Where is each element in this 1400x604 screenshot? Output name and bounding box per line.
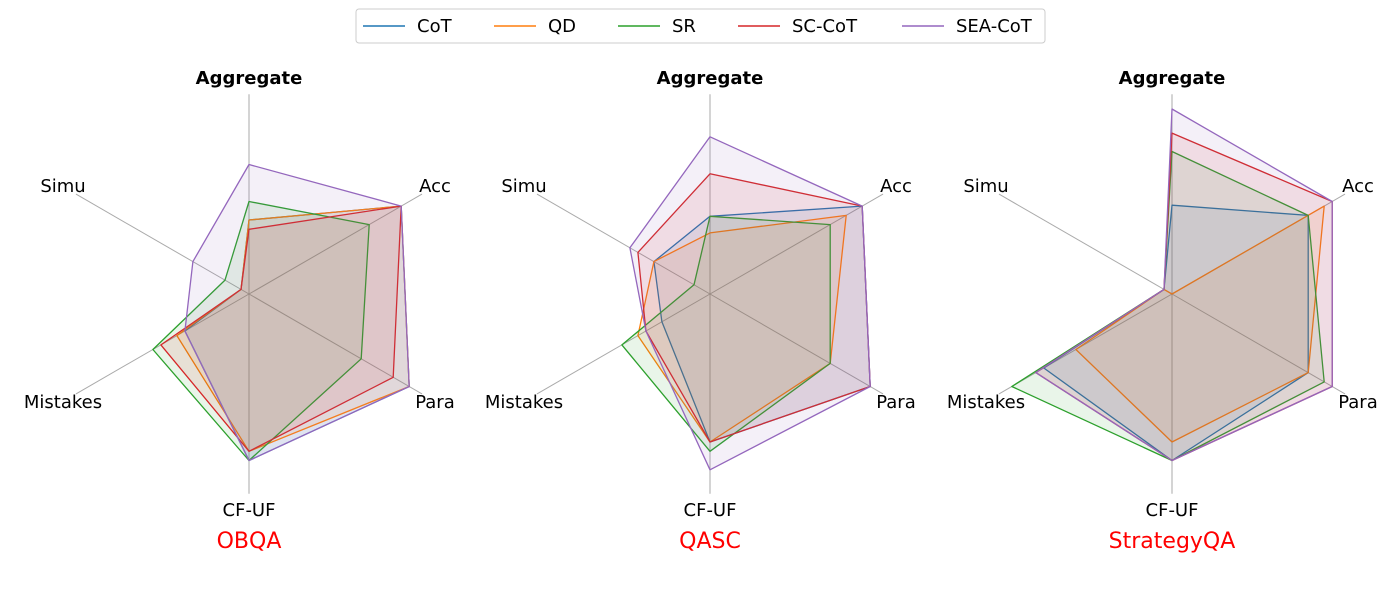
legend-label-sr: SR xyxy=(672,16,696,37)
axis-spoke-simu xyxy=(75,193,250,295)
axis-label-mistakes: Mistakes xyxy=(485,392,563,413)
axis-label-cf-uf: CF-UF xyxy=(684,500,737,521)
legend-label-sc-cot: SC-CoT xyxy=(792,16,858,37)
axis-label-simu: Simu xyxy=(963,176,1008,197)
axis-label-simu: Simu xyxy=(40,176,85,197)
axis-label-aggregate: Aggregate xyxy=(657,68,764,89)
radar-panel-strategyqa: Aggregate Acc Para CF-UF Mistakes Simu Strateg… xyxy=(947,68,1378,554)
axis-spoke-simu xyxy=(536,193,711,295)
axis-label-acc: Acc xyxy=(880,176,912,197)
legend-item-sc-cot: SC-CoT xyxy=(738,16,858,37)
axis-label-aggregate: Aggregate xyxy=(196,68,303,89)
axis-spoke-para xyxy=(1171,293,1346,395)
radar-panel-qasc: Aggregate Acc Para CF-UF Mistakes Simu QASC xyxy=(485,68,916,554)
panel-title-qasc: QASC xyxy=(679,529,741,554)
legend-label-qd: QD xyxy=(548,16,576,37)
series-sea-cot-polygon xyxy=(629,136,871,471)
legend-label-sea-cot: SEA-CoT xyxy=(956,16,1033,37)
legend: CoT QD SR SC-CoT SEA-CoT xyxy=(355,8,1046,44)
axis-label-aggregate: Aggregate xyxy=(1119,68,1226,89)
axis-label-para: Para xyxy=(415,392,455,413)
legend-item-sr: SR xyxy=(618,16,696,37)
legend-item-cot: CoT xyxy=(363,16,453,37)
axis-label-acc: Acc xyxy=(419,176,451,197)
axis-label-para: Para xyxy=(1338,392,1378,413)
axis-label-cf-uf: CF-UF xyxy=(223,500,276,521)
axis-spoke-mistakes xyxy=(998,293,1173,395)
legend-frame xyxy=(355,8,1046,44)
panel-title-strategyqa: StrategyQA xyxy=(1109,529,1236,554)
axis-label-para: Para xyxy=(876,392,916,413)
legend-item-sea-cot: SEA-CoT xyxy=(902,16,1033,37)
axis-spoke-acc xyxy=(709,193,884,295)
axis-spoke-acc xyxy=(248,193,423,295)
axis-label-mistakes: Mistakes xyxy=(947,392,1025,413)
axis-spoke-simu xyxy=(998,193,1173,295)
panel-title-obqa: OBQA xyxy=(217,529,282,554)
axis-label-simu: Simu xyxy=(501,176,546,197)
legend-item-qd: QD xyxy=(494,16,576,37)
series-sea-cot-polygon xyxy=(1035,108,1333,462)
axis-label-acc: Acc xyxy=(1342,176,1374,197)
axis-spoke-para xyxy=(709,293,884,395)
axis-label-cf-uf: CF-UF xyxy=(1146,500,1199,521)
legend-label-cot: CoT xyxy=(417,16,453,37)
radar-panels: AggregateAccParaCF-UFMistakesSimuOBQAAgg… xyxy=(24,68,1378,554)
axis-label-mistakes: Mistakes xyxy=(24,392,102,413)
radar-panel-obqa: Aggregate Acc Para CF-UF Mistakes Simu OBQA xyxy=(24,68,455,554)
series-sea-cot-polygon xyxy=(184,163,410,462)
